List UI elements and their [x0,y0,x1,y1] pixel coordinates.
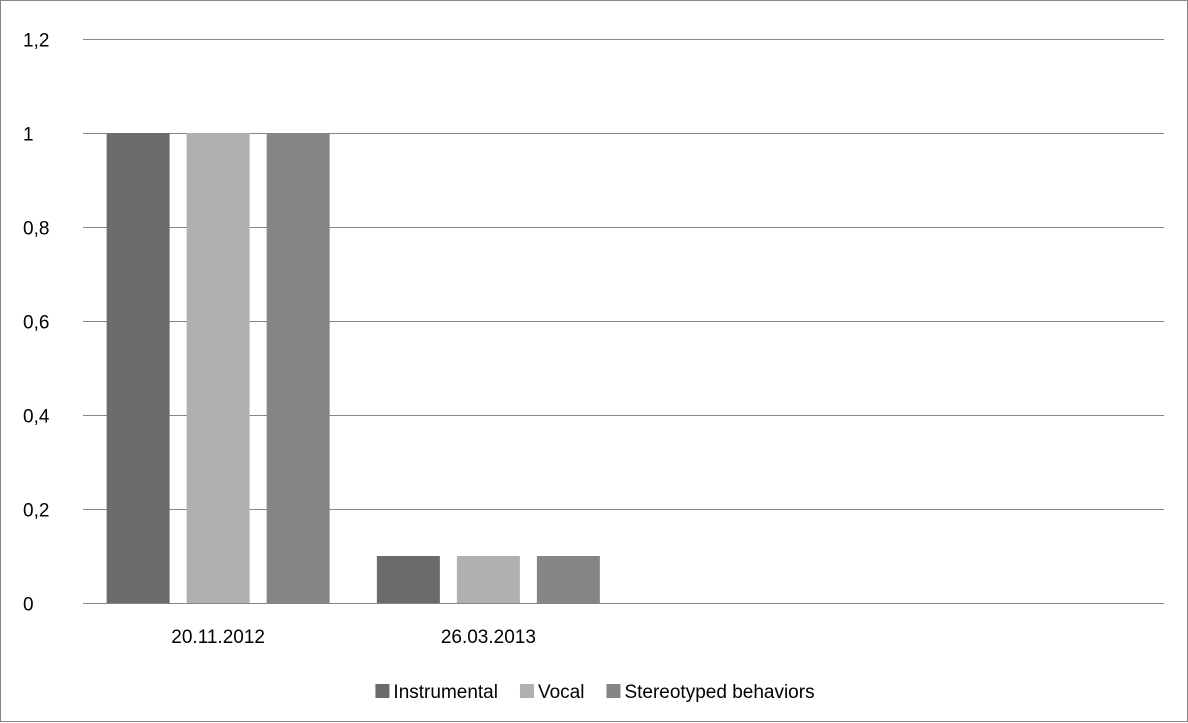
x-category-label: 20.11.2012 [171,627,265,648]
legend-swatch [519,684,534,698]
bar-instrumental [106,133,170,603]
y-tick-label: 1,2 [23,31,49,52]
bar-vocal [186,133,250,603]
y-tick-label: 0,8 [23,219,49,240]
x-axis-category-labels: 20.11.2012 26.03.2013 [171,627,536,648]
legend-label: Stereotyped behaviors [624,682,814,703]
y-tick-label: 0,2 [23,501,49,522]
y-tick-label: 0,4 [23,407,50,428]
y-axis-tick-labels: 0 0,2 0,4 0,6 0,8 1 1,2 [23,31,50,616]
bar-instrumental [376,556,440,603]
bar-vocal [456,556,520,603]
bar-stereotyped-behaviors [536,556,600,603]
legend: Instrumental Vocal Stereotyped behaviors [375,682,815,703]
y-tick-label: 0,6 [23,313,49,334]
legend-swatch [606,684,621,698]
x-category-label: 26.03.2013 [441,627,536,648]
y-tick-label: 0 [23,595,34,616]
legend-label: Vocal [538,682,584,703]
bar-stereotyped-behaviors [266,133,330,603]
bars [106,133,600,603]
gridlines [83,39,1164,604]
legend-label: Instrumental [393,682,498,703]
legend-swatch [375,684,390,698]
y-tick-label: 1 [23,125,34,146]
